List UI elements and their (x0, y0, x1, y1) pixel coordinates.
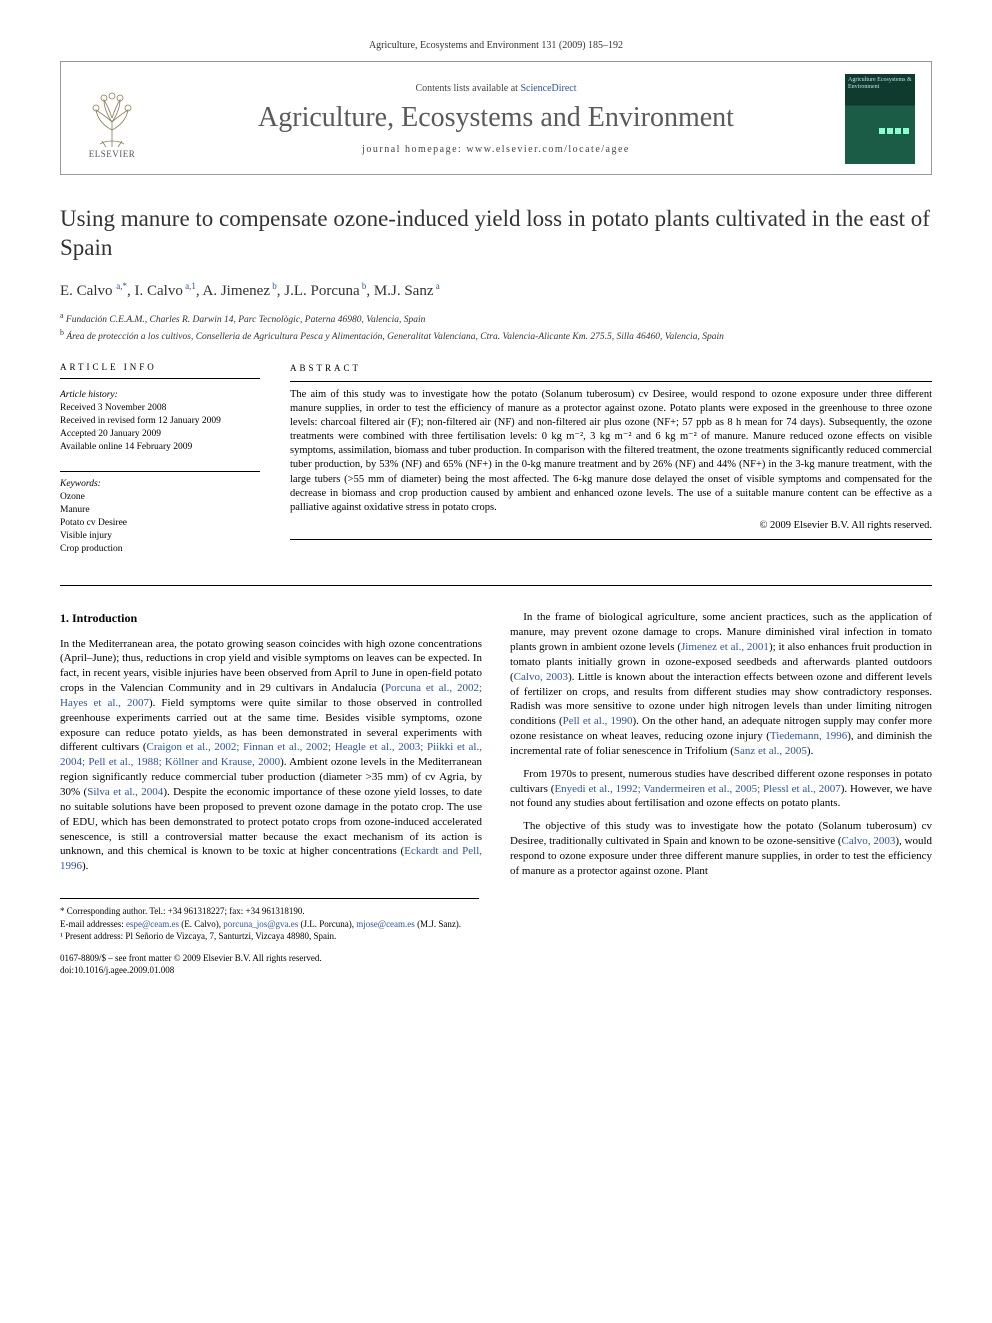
sciencedirect-link[interactable]: ScienceDirect (520, 83, 576, 94)
author-list: E. Calvo a,*, I. Calvo a,1, A. Jimenez b… (60, 281, 932, 300)
citation-link[interactable]: Calvo, 2003 (842, 835, 896, 847)
citation-link[interactable]: Sanz et al., 2005 (734, 745, 807, 757)
article-title: Using manure to compensate ozone-induced… (60, 205, 932, 263)
homepage-prefix: journal homepage: (362, 144, 466, 155)
email-link[interactable]: espe@ceam.es (126, 919, 179, 929)
keywords-heading: Keywords: (60, 478, 260, 491)
abstract-column: ABSTRACT The aim of this study was to in… (290, 362, 932, 555)
citation-link[interactable]: Enyedi et al., 1992; Vandermeiren et al.… (554, 783, 840, 795)
text: ). (82, 860, 88, 872)
citation-link[interactable]: Calvo, 2003 (514, 671, 568, 683)
info-abstract-row: ARTICLE INFO Article history: Received 3… (60, 362, 932, 555)
keyword: Visible injury (60, 530, 260, 543)
front-matter-line: 0167-8809/$ – see front matter © 2009 El… (60, 952, 932, 964)
affiliation-a: a Fundación C.E.A.M., Charles R. Darwin … (60, 310, 932, 327)
footer-matter: 0167-8809/$ – see front matter © 2009 El… (60, 952, 932, 976)
contents-prefix: Contents lists available at (415, 83, 520, 94)
keywords-block: Keywords: Ozone Manure Potato cv Desiree… (60, 478, 260, 555)
text: (J.L. Porcuna), (298, 919, 356, 929)
footnotes: * Corresponding author. Tel.: +34 961318… (60, 898, 479, 941)
page: Agriculture, Ecosystems and Environment … (0, 0, 992, 1016)
citation-link[interactable]: Silva et al., 2004 (87, 786, 163, 798)
intro-paragraph-3: From 1970s to present, numerous studies … (510, 767, 932, 812)
history-revised: Received in revised form 12 January 2009 (60, 415, 260, 428)
citation-link[interactable]: Pell et al., 1990 (563, 715, 633, 727)
rule (60, 378, 260, 379)
citation-link[interactable]: Jimenez et al., 2001 (681, 641, 769, 653)
elsevier-logo: ELSEVIER (77, 79, 147, 159)
intro-paragraph-1: In the Mediterranean area, the potato gr… (60, 637, 482, 875)
email-link[interactable]: porcuna_jos@gva.es (223, 919, 298, 929)
abstract-heading: ABSTRACT (290, 362, 932, 374)
history-received: Received 3 November 2008 (60, 402, 260, 415)
affiliations: a Fundación C.E.A.M., Charles R. Darwin … (60, 310, 932, 345)
keyword: Crop production (60, 543, 260, 556)
keyword: Potato cv Desiree (60, 517, 260, 530)
intro-paragraph-4: The objective of this study was to inves… (510, 819, 932, 878)
elsevier-tree-icon (82, 92, 142, 147)
abstract-copyright: © 2009 Elsevier B.V. All rights reserved… (290, 519, 932, 533)
history-online: Available online 14 February 2009 (60, 441, 260, 454)
masthead: ELSEVIER Contents lists available at Sci… (60, 61, 932, 175)
article-info-heading: ARTICLE INFO (60, 362, 260, 372)
cover-title: Agriculture Ecosystems & Environment (848, 77, 912, 90)
intro-paragraph-2: In the frame of biological agriculture, … (510, 610, 932, 758)
citation-link[interactable]: Tiedemann, 1996 (770, 730, 847, 742)
section-heading-intro: 1. Introduction (60, 610, 482, 626)
doi-line: doi:10.1016/j.agee.2009.01.008 (60, 964, 932, 976)
abstract-text: The aim of this study was to investigate… (290, 388, 932, 516)
history-heading: Article history: (60, 389, 260, 402)
keyword: Ozone (60, 491, 260, 504)
article-history: Article history: Received 3 November 200… (60, 389, 260, 453)
email-label: E-mail addresses: (60, 919, 126, 929)
rule (290, 381, 932, 382)
full-width-rule (60, 585, 932, 586)
masthead-center: Contents lists available at ScienceDirec… (163, 83, 829, 155)
text: (E. Calvo), (179, 919, 223, 929)
rule (60, 471, 260, 472)
article-info-column: ARTICLE INFO Article history: Received 3… (60, 362, 260, 555)
elsevier-label: ELSEVIER (89, 149, 136, 159)
present-address-note: ¹ Present address: Pl Señorio de Vizcaya… (60, 930, 479, 942)
body-two-column: 1. Introduction In the Mediterranean are… (60, 610, 932, 884)
contents-available-line: Contents lists available at ScienceDirec… (163, 83, 829, 94)
email-addresses-line: E-mail addresses: espe@ceam.es (E. Calvo… (60, 918, 479, 930)
affiliation-b: b Área de protección a los cultivos, Con… (60, 327, 932, 344)
cover-dots-icon (879, 128, 909, 134)
corresponding-author-note: * Corresponding author. Tel.: +34 961318… (60, 905, 479, 917)
text: ). (807, 745, 813, 757)
journal-cover-thumbnail: Agriculture Ecosystems & Environment (845, 74, 915, 164)
email-link[interactable]: mjose@ceam.es (356, 919, 415, 929)
journal-title: Agriculture, Ecosystems and Environment (163, 102, 829, 134)
keyword: Manure (60, 504, 260, 517)
running-head: Agriculture, Ecosystems and Environment … (60, 40, 932, 51)
homepage-url: www.elsevier.com/locate/agee (466, 144, 630, 155)
history-accepted: Accepted 20 January 2009 (60, 428, 260, 441)
rule (290, 539, 932, 540)
journal-homepage-line: journal homepage: www.elsevier.com/locat… (163, 144, 829, 155)
text: (M.J. Sanz). (415, 919, 461, 929)
